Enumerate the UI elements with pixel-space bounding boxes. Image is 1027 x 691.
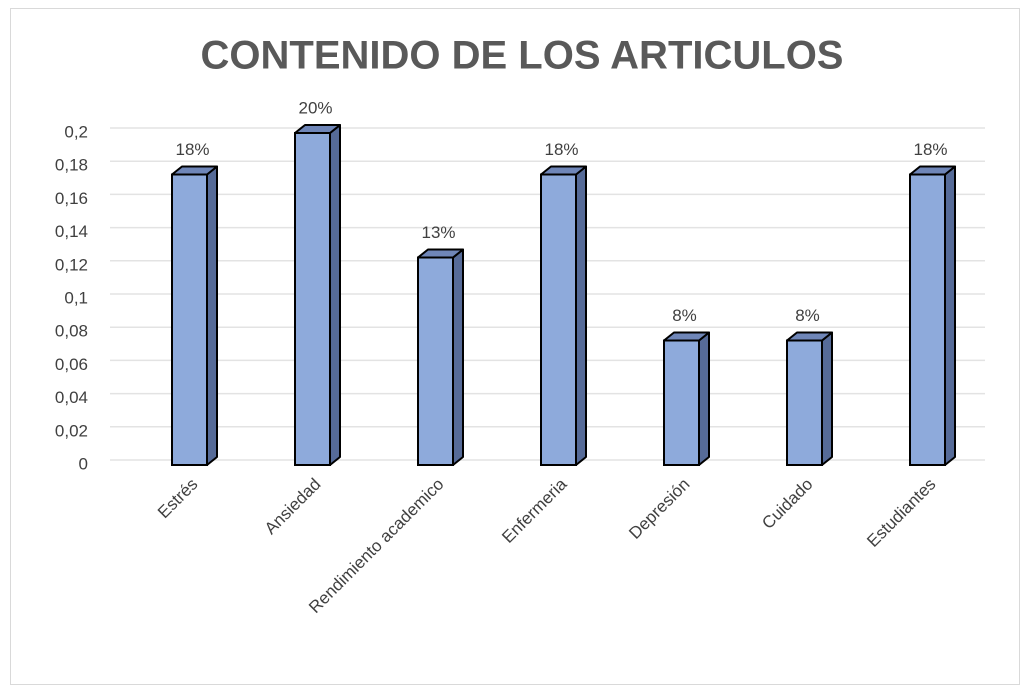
value-label: 18% (175, 140, 209, 159)
value-label: 20% (298, 98, 332, 117)
bar (540, 173, 577, 466)
y-tick-label: 0,16 (55, 189, 88, 208)
bar (663, 339, 700, 466)
chart-title: CONTENIDO DE LOS ARTICULOS (201, 34, 844, 78)
value-label: 13% (421, 223, 455, 242)
y-tick-label: 0 (79, 454, 88, 473)
bar-side (575, 165, 587, 466)
bar (786, 339, 823, 466)
chart-frame (10, 8, 1020, 685)
y-tick-label: 0,18 (55, 156, 88, 175)
bar-side (944, 165, 956, 466)
bar (909, 173, 946, 466)
bar-side (698, 331, 710, 466)
bar-side (452, 248, 464, 466)
y-tick-label: 0,08 (55, 322, 88, 341)
y-tick-label: 0,12 (55, 255, 88, 274)
y-tick-label: 0,2 (64, 122, 88, 141)
bar (294, 132, 331, 466)
bar-side (329, 124, 341, 466)
bar (417, 256, 454, 466)
bar (171, 173, 208, 466)
value-label: 8% (672, 306, 697, 325)
value-label: 8% (795, 306, 820, 325)
bar-side (821, 331, 833, 466)
y-tick-label: 0,14 (55, 222, 88, 241)
y-tick-label: 0,02 (55, 421, 88, 440)
y-tick-label: 0,06 (55, 355, 88, 374)
value-label: 18% (544, 140, 578, 159)
y-tick-label: 0,04 (55, 388, 88, 407)
value-label: 18% (913, 140, 947, 159)
y-tick-label: 0,1 (64, 288, 88, 307)
bar-side (206, 165, 218, 466)
